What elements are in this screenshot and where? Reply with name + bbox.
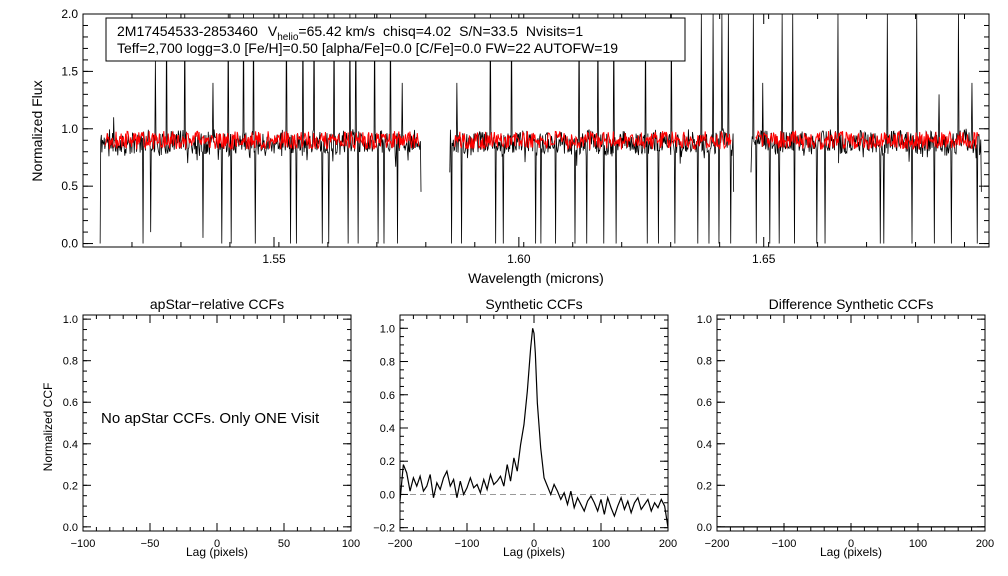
synthetic-ccf-lines <box>399 328 669 528</box>
info-line-1: 2M17454533-2853460 Vhelio=65.42 km/s chisq… <box>117 23 583 43</box>
difference-ccf-plot-frame <box>716 314 986 532</box>
y-tick-label: 0.0 <box>61 237 78 251</box>
y-tick-label: 0.8 <box>63 356 78 368</box>
synthetic-ccf-line <box>399 328 669 528</box>
model-spectrum-line <box>454 130 732 151</box>
y-tick-label: 0.0 <box>63 522 78 534</box>
y-tick-label: −0.2 <box>373 523 395 535</box>
y-tick-label: 0.2 <box>697 480 712 492</box>
x-tick-label: 100 <box>592 538 610 550</box>
spectrum-clip-group <box>99 14 982 244</box>
y-tick-label: 0.4 <box>697 439 712 451</box>
synthetic-ccf-plot-frame <box>399 314 669 532</box>
x-tick-label: −200 <box>705 538 730 550</box>
nvisits-value: Nvisits=1 <box>526 23 583 39</box>
synthetic-ccf-axis-ticks: −200 −100 0 100 200 −0.2 0.0 0.2 0.4 0.6 0.8 1.0 <box>373 315 677 550</box>
x-tick-label: 100 <box>342 538 360 550</box>
x-tick-label: 1.60 <box>507 252 531 266</box>
no-ccf-annotation: No apStar CCFs. Only ONE Visit <box>101 410 320 427</box>
y-tick-label: 1.0 <box>61 122 78 136</box>
x-tick-label: −200 <box>388 538 413 550</box>
y-tick-label: 0.8 <box>380 357 395 369</box>
y-tick-label: 0.0 <box>380 489 395 501</box>
x-tick-label: 0 <box>214 538 220 550</box>
x-tick-label: −100 <box>71 538 96 550</box>
apstar-ccf-panel: apStar−relative CCFs −100 −50 0 50 100 0.0 0.2… <box>41 296 360 559</box>
y-tick-label: 0.0 <box>697 522 712 534</box>
y-tick-label: 1.0 <box>697 314 712 326</box>
x-tick-label: 200 <box>976 538 994 550</box>
observed-spectrum-line <box>750 14 982 244</box>
x-tick-label: −100 <box>455 538 480 550</box>
observed-spectrum-line <box>449 14 735 244</box>
ccf-y-axis-title: Normalized CCF <box>41 383 55 472</box>
y-tick-label: 0.8 <box>697 356 712 368</box>
y-tick-label: 0.5 <box>61 179 78 193</box>
snr-value: S/N=33.5 <box>459 23 518 39</box>
x-tick-label: 100 <box>909 538 927 550</box>
difference-ccf-axis-ticks: −200 −100 0 100 200 0.0 0.2 0.4 0.6 0.8 1.0 <box>697 314 994 550</box>
y-tick-label: 1.0 <box>380 323 395 335</box>
vhelio-subscript: helio <box>277 32 299 43</box>
chisq-value: chisq=4.02 <box>383 23 451 39</box>
difference-ccf-title: Difference Synthetic CCFs <box>769 296 934 312</box>
x-tick-label: 0 <box>531 538 537 550</box>
y-tick-label: 2.0 <box>61 7 78 21</box>
x-tick-label: −100 <box>772 538 797 550</box>
y-tick-label: 0.4 <box>380 423 395 435</box>
y-tick-label: 1.5 <box>61 64 78 78</box>
spectrum-plot-frame <box>82 13 990 248</box>
synthetic-ccf-x-axis-title: Lag (pixels) <box>503 545 565 559</box>
y-tick-label: 0.2 <box>63 480 78 492</box>
y-tick-label: 0.6 <box>697 397 712 409</box>
x-tick-label: 200 <box>659 538 677 550</box>
model-spectrum-line <box>755 129 979 151</box>
difference-ccf-x-axis-title: Lag (pixels) <box>820 545 882 559</box>
x-tick-label: 1.55 <box>262 252 286 266</box>
spectrum-y-axis-title: Normalized Flux <box>29 80 45 181</box>
y-tick-label: 1.0 <box>63 314 78 326</box>
spectrum-x-axis-title: Wavelength (microns) <box>468 270 604 286</box>
apstar-ccf-x-axis-title: Lag (pixels) <box>186 545 248 559</box>
difference-ccf-panel: Difference Synthetic CCFs −200 −100 0 100 20… <box>697 296 994 559</box>
y-tick-label: 0.6 <box>63 397 78 409</box>
info-box <box>105 17 686 62</box>
x-tick-label: 50 <box>278 538 290 550</box>
vhelio-label: V <box>268 23 278 39</box>
model-spectrum-line <box>104 130 420 151</box>
apstar-ccf-axis-ticks: −100 −50 0 50 100 0.0 0.2 0.4 0.6 0.8 1.0 <box>63 314 360 550</box>
vhelio-value: =65.42 km/s <box>298 23 375 39</box>
spectrum-panel: 1.55 1.60 1.65 0.0 0.5 1.0 1.5 2.0 2M17454533-2… <box>29 7 990 286</box>
y-tick-label: 0.2 <box>380 456 395 468</box>
synthetic-ccf-panel: Synthetic CCFs −200 −100 0 100 200 −0.2 0.0 0.2… <box>373 296 677 559</box>
apstar-ccf-title: apStar−relative CCFs <box>150 296 284 312</box>
spectrum-lines <box>99 14 982 244</box>
star-id: 2M17454533-2853460 <box>117 23 258 39</box>
info-line-2: Teff=2,700 logg=3.0 [Fe/H]=0.50 [alpha/F… <box>117 40 618 56</box>
y-tick-label: 0.4 <box>63 439 78 451</box>
x-tick-label: 1.65 <box>752 252 776 266</box>
synthetic-ccf-title: Synthetic CCFs <box>485 296 582 312</box>
y-tick-label: 0.6 <box>380 390 395 402</box>
x-tick-label: 0 <box>848 538 854 550</box>
x-tick-label: −50 <box>141 538 160 550</box>
